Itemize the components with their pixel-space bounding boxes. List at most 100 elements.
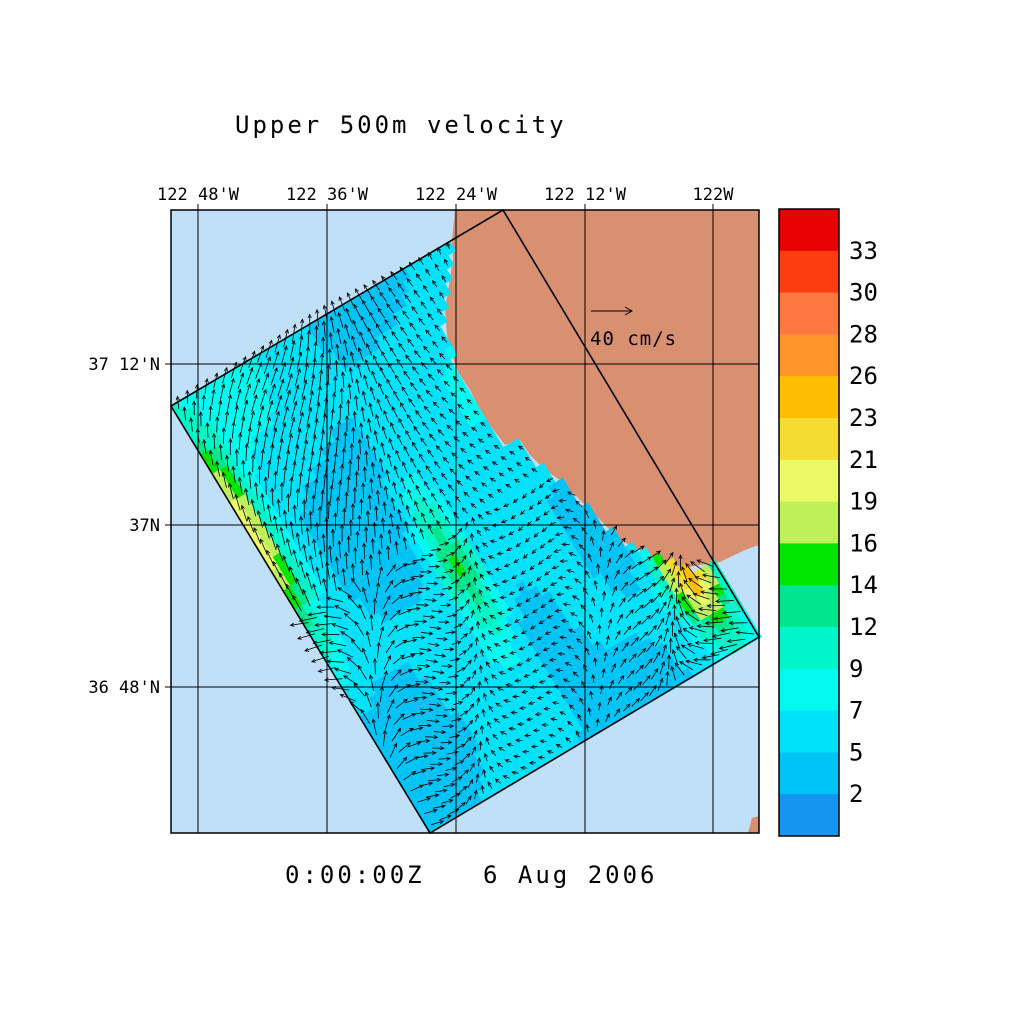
velocity-arrow-head (585, 647, 590, 653)
velocity-cell (371, 546, 386, 561)
velocity-cell (447, 435, 462, 450)
velocity-arrow-head (666, 610, 671, 616)
velocity-cell (363, 617, 377, 632)
velocity-arrow-head (286, 389, 291, 395)
velocity-arrow-head (496, 687, 502, 691)
velocity-cell (614, 574, 628, 589)
velocity-arrow-head (479, 573, 484, 579)
velocity-arrow-head (522, 494, 527, 499)
velocity-arrow (304, 644, 323, 652)
velocity-arrow-head (489, 765, 494, 771)
velocity-arrow (523, 553, 529, 559)
velocity-arrow-head (244, 399, 249, 405)
velocity-arrow (538, 756, 545, 759)
velocity-arrow-head (492, 583, 498, 588)
velocity-arrow-head (282, 422, 287, 427)
velocity-cell (639, 599, 653, 614)
velocity-cell (235, 389, 250, 404)
velocity-cell (528, 585, 543, 600)
velocity-arrow-head (664, 627, 669, 633)
velocity-cell (414, 718, 429, 734)
velocity-arrow-head (500, 519, 506, 524)
velocity-arrow-head (489, 689, 495, 695)
velocity-arrow-head (656, 651, 661, 657)
velocity-arrow-head (300, 318, 305, 324)
velocity-arrow (429, 626, 441, 630)
velocity-arrow-head (202, 438, 207, 444)
velocity-arrow (707, 605, 726, 607)
velocity-cell (655, 642, 669, 657)
velocity-arrow-head (315, 308, 320, 314)
velocity-cell (407, 723, 421, 738)
velocity-arrow-head (472, 487, 477, 492)
velocity-arrow-head (336, 649, 342, 654)
velocity-arrow-head (273, 515, 278, 521)
velocity-cell (433, 615, 448, 630)
tick-marks (165, 204, 714, 688)
velocity-arrow (475, 561, 478, 569)
velocity-cell (548, 534, 563, 549)
velocity-cell (557, 700, 571, 715)
velocity-arrow (399, 266, 407, 276)
velocity-arrow-head (444, 772, 450, 777)
velocity-arrow-head (299, 560, 303, 566)
velocity-arrow (361, 407, 365, 422)
velocity-cell (430, 525, 444, 540)
velocity-arrow-head (447, 484, 453, 489)
velocity-arrow-head (417, 468, 422, 474)
velocity-arrow-head (631, 593, 637, 598)
velocity-arrow (306, 628, 324, 634)
velocity-arrow-head (503, 698, 509, 704)
velocity-cell (387, 589, 402, 605)
velocity-cell (307, 492, 322, 507)
velocity-arrow (313, 639, 331, 644)
velocity-arrow-head (482, 617, 487, 622)
velocity-cell (380, 528, 395, 543)
velocity-arrow-head (482, 768, 487, 774)
velocity-arrow-head (334, 556, 339, 562)
velocity-cell (337, 303, 351, 318)
velocity-cell (429, 710, 444, 725)
velocity-cell (231, 365, 245, 381)
velocity-arrow (434, 324, 441, 332)
velocity-arrow-head (301, 395, 306, 401)
velocity-cell (330, 478, 344, 493)
velocity-arrow (568, 552, 577, 557)
velocity-arrow (446, 500, 453, 508)
velocity-cell (218, 479, 232, 494)
velocity-cell (414, 600, 429, 615)
velocity-arrow (516, 462, 523, 467)
velocity-cell (465, 464, 480, 480)
velocity-cell (377, 319, 391, 334)
velocity-arrow (332, 687, 350, 691)
velocity-cell (476, 432, 490, 447)
velocity-arrow (532, 548, 537, 554)
velocity-arrow (370, 554, 372, 571)
velocity-arrow-head (339, 387, 344, 393)
velocity-arrow (419, 378, 426, 386)
velocity-cell (260, 532, 275, 548)
velocity-cell (725, 588, 739, 603)
velocity-cell (601, 621, 616, 636)
velocity-cell (196, 426, 210, 441)
velocity-arrow (509, 727, 516, 730)
velocity-arrow-head (462, 785, 468, 791)
velocity-cell (206, 459, 220, 474)
velocity-cell (243, 503, 257, 518)
velocity-arrow-head (472, 576, 478, 582)
velocity-arrow-head (601, 529, 606, 535)
velocity-cell (546, 496, 560, 511)
velocity-arrow (400, 593, 414, 599)
velocity-arrow-head (370, 537, 375, 543)
velocity-cell (492, 712, 507, 727)
velocity-cell (417, 519, 431, 535)
velocity-cell (242, 451, 256, 466)
velocity-arrow (294, 505, 296, 524)
velocity-arrow (434, 789, 447, 793)
velocity-arrow (634, 604, 644, 614)
velocity-cell (410, 339, 424, 354)
velocity-arrow (500, 456, 507, 461)
velocity-arrow-head (550, 505, 556, 510)
velocity-cell (201, 383, 215, 398)
